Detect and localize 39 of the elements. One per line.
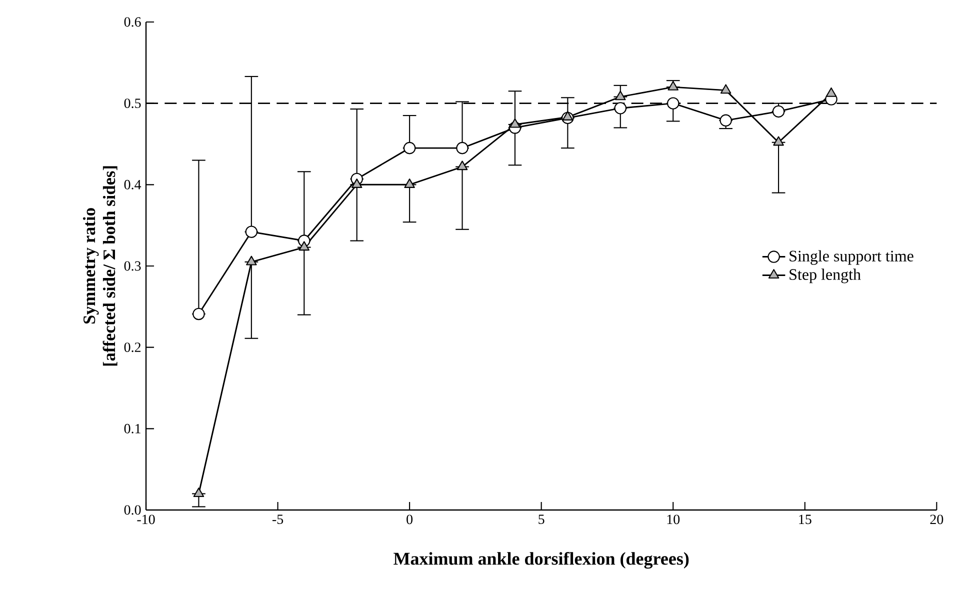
point	[615, 90, 626, 100]
x-tick-label: -5	[272, 514, 284, 524]
x-tick-label: 20	[930, 514, 944, 524]
point	[614, 102, 627, 114]
legend-label: Step length	[790, 268, 861, 284]
y-tick-label: 0.5	[124, 98, 141, 108]
point	[192, 308, 205, 320]
x-tick-label: 10	[667, 514, 680, 524]
x-tick-label: -10	[137, 514, 155, 524]
point	[720, 114, 732, 127]
point	[826, 87, 837, 97]
point	[773, 136, 784, 146]
y-tick-label: 0.6	[124, 17, 141, 27]
point	[351, 178, 362, 188]
point	[456, 160, 468, 170]
point	[562, 111, 574, 120]
point	[456, 142, 468, 154]
point	[246, 256, 257, 266]
point	[666, 97, 680, 110]
point	[193, 488, 204, 498]
y-tick-label: 0.3	[124, 261, 141, 271]
y-tick-label: 0.2	[124, 342, 141, 352]
y-tick-label: 0.4	[124, 180, 142, 190]
x-tick-label: 5	[538, 514, 544, 524]
point	[245, 226, 258, 238]
point	[510, 118, 520, 128]
y-axis-title: Symmetry ratio [affected side/ Σ both sides]	[82, 166, 118, 366]
y-tick-label: 0.0	[124, 505, 141, 515]
legend-label: Single support time	[790, 250, 914, 265]
point	[772, 105, 785, 118]
x-tick-label: 15	[799, 514, 812, 524]
point	[403, 142, 416, 154]
point	[298, 241, 310, 251]
x-axis-title: Maximum ankle dorsiflexion (degrees)	[394, 552, 689, 569]
point	[720, 84, 732, 94]
point	[404, 178, 415, 188]
x-tick-label: 0	[406, 514, 413, 524]
point	[668, 80, 678, 90]
y-tick-label: 0.1	[124, 424, 140, 434]
